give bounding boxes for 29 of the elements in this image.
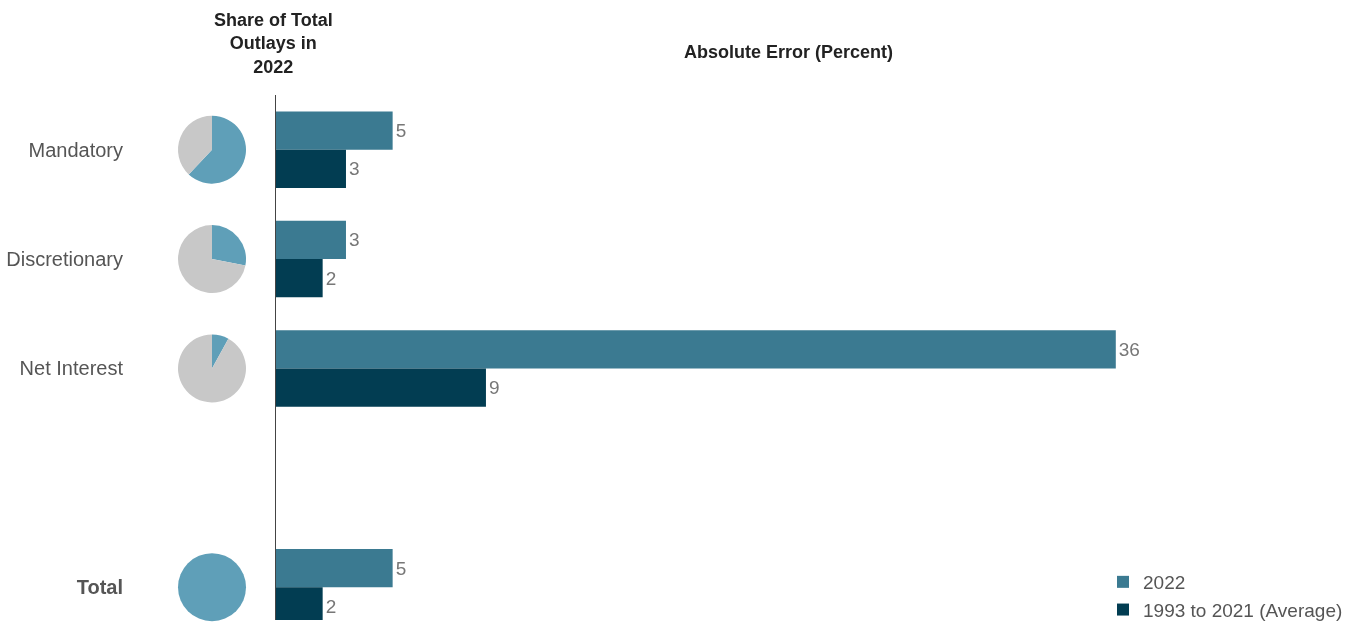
y-tick-label: Net Interest: [19, 357, 124, 380]
data-label: 3: [348, 158, 360, 180]
bar: [276, 548, 393, 588]
pie-slice: [212, 334, 229, 369]
data-label: 2: [325, 595, 337, 617]
data-label: 2: [325, 267, 337, 289]
chart-title: Share of Total Outlays in 2022: [214, 10, 333, 77]
pie-slice: [178, 334, 246, 403]
bar: [276, 259, 323, 298]
y-tick-label: Mandatory: [28, 138, 123, 161]
data-label: 36: [1118, 338, 1140, 360]
pie-slice: [178, 115, 212, 175]
data-label: 5: [395, 557, 407, 579]
chart-title: Absolute Error (Percent): [684, 42, 894, 62]
data-label: 9: [488, 377, 500, 399]
pie-slice: [188, 115, 246, 184]
bar: [276, 368, 486, 407]
bar: [276, 111, 393, 150]
legend-label: 1993 to 2021 (Average): [1143, 599, 1343, 621]
bar: [276, 149, 346, 188]
bar: [276, 330, 1116, 369]
pie-slice: [212, 225, 246, 266]
data-label: 3: [348, 229, 360, 251]
y-tick-label: Total: [76, 576, 123, 599]
pie-slice: [178, 225, 246, 294]
bar: [276, 220, 346, 260]
y-tick-label: Discretionary: [6, 248, 123, 271]
data-label: 5: [395, 120, 407, 142]
legend-label: 2022: [1143, 572, 1186, 594]
